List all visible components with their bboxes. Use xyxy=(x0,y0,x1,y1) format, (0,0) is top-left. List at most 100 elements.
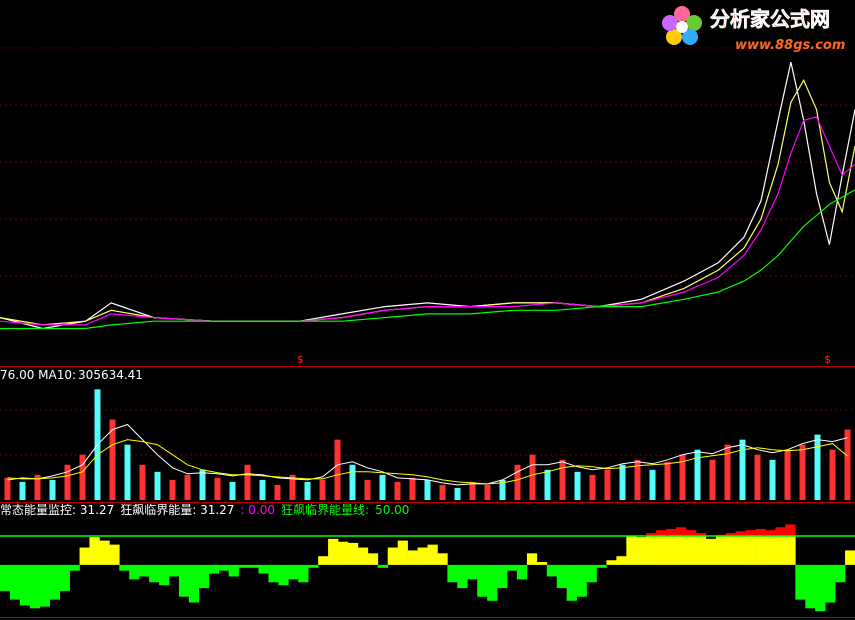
volume-header: 76.00 MA10: 305634.41 xyxy=(0,368,149,382)
energy-bar xyxy=(268,564,279,583)
energy-bar xyxy=(636,537,647,565)
volume-bar xyxy=(394,481,401,500)
energy-bar xyxy=(437,553,448,565)
volume-bar xyxy=(109,419,116,500)
energy-bar xyxy=(149,564,160,583)
volume-ma-line xyxy=(7,423,848,486)
energy-bar xyxy=(417,547,428,565)
energy-bar-excess xyxy=(755,529,766,536)
ma10-value: 305634.41 xyxy=(78,368,143,382)
energy-bar xyxy=(9,564,21,600)
energy-bar xyxy=(835,564,846,583)
volume-bar xyxy=(184,474,191,500)
volume-bar xyxy=(664,461,671,500)
energy-bar xyxy=(357,547,369,565)
energy-bar-excess xyxy=(646,533,657,536)
energy-bar xyxy=(39,564,51,607)
energy-bar xyxy=(258,564,269,574)
volume-bar xyxy=(754,454,761,500)
energy-bar xyxy=(119,564,130,571)
volume-bar xyxy=(379,474,386,500)
volume-bar xyxy=(199,469,206,500)
energy-bar xyxy=(795,564,806,600)
energy-bar xyxy=(775,535,786,565)
energy-bar xyxy=(487,564,498,601)
energy-bar xyxy=(69,564,80,571)
energy-bar xyxy=(596,564,607,568)
energy-bar xyxy=(79,547,90,565)
energy-bar xyxy=(248,564,259,568)
energy-bar xyxy=(228,564,239,577)
energy-bar xyxy=(308,564,319,568)
logo-petal xyxy=(686,15,702,31)
energy-bar-excess xyxy=(735,531,746,536)
energy-bar xyxy=(169,564,180,577)
energy-bar xyxy=(188,564,200,603)
energy-bar xyxy=(139,564,150,577)
volume-bar xyxy=(679,454,686,500)
energy-bar xyxy=(178,564,190,597)
energy-header: 常态能量监控: 31.27 狂飙临界能量: 31.27: 0.00 狂飙临界能量线:… xyxy=(0,503,415,517)
energy-bar-excess xyxy=(676,527,687,536)
energy-bar xyxy=(695,535,707,565)
energy-bar xyxy=(208,564,220,574)
volume-bar xyxy=(814,434,821,500)
price-grid xyxy=(0,47,855,456)
energy-bar xyxy=(825,564,836,603)
volume-bar xyxy=(19,481,26,500)
logo-title: 分析家公式网 xyxy=(710,7,830,31)
energy-bar xyxy=(338,541,349,565)
energy-bar xyxy=(497,564,508,589)
energy-bar xyxy=(397,540,408,565)
legend-item: : 0.00 xyxy=(240,503,276,517)
energy-bar xyxy=(705,538,717,565)
volume-bar xyxy=(139,464,146,500)
logo xyxy=(662,6,702,45)
energy-bar xyxy=(129,564,140,580)
legend-item: 常态能量监控: 31.27 xyxy=(0,503,115,517)
energy-bar xyxy=(536,562,548,565)
energy-bar xyxy=(467,564,478,580)
energy-bar xyxy=(735,535,746,565)
volume-bar xyxy=(259,479,266,500)
volume-bar xyxy=(334,439,341,500)
energy-bar xyxy=(427,544,438,565)
logo-petal xyxy=(682,29,698,45)
volume-bar xyxy=(469,481,476,500)
energy-bar xyxy=(198,564,210,589)
logo-petal xyxy=(666,29,682,45)
legend-item: 50.00 xyxy=(375,503,410,517)
volume-bar xyxy=(514,464,521,500)
energy-bar xyxy=(278,564,289,586)
energy-bar xyxy=(516,564,528,580)
energy-bar xyxy=(19,564,31,606)
energy-bar xyxy=(626,535,637,565)
energy-bar xyxy=(507,564,518,571)
energy-bar xyxy=(447,564,458,583)
energy-bar xyxy=(328,538,339,565)
volume-bar xyxy=(709,459,716,500)
volume-bar xyxy=(154,471,161,500)
energy-bar xyxy=(556,564,567,589)
volume-bar xyxy=(364,479,371,500)
volume-bar xyxy=(784,449,791,500)
volume-bar xyxy=(304,481,311,500)
energy-bar xyxy=(298,564,309,583)
energy-bar-excess xyxy=(695,533,707,536)
volume-bar xyxy=(289,474,296,500)
energy-bar xyxy=(218,564,229,571)
energy-bar xyxy=(676,535,687,565)
energy-bar xyxy=(49,564,60,600)
signal-marker: $ xyxy=(824,353,831,366)
volume-ma-line xyxy=(7,439,848,485)
volume-bar xyxy=(529,454,536,500)
volume-bar xyxy=(424,479,431,500)
energy-bar xyxy=(477,564,488,597)
volume-bar xyxy=(559,459,566,500)
energy-bar xyxy=(347,542,359,565)
energy-bar xyxy=(387,547,398,565)
energy-bar xyxy=(805,564,816,609)
volume-bar xyxy=(349,464,356,500)
volume-bar xyxy=(649,469,656,500)
